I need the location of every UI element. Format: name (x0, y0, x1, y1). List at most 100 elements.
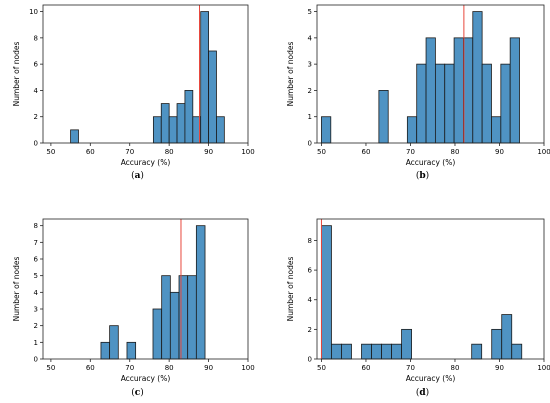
bar-a-5 (184, 90, 194, 144)
bar-b-12 (500, 63, 511, 144)
bar-c-1 (109, 325, 119, 360)
y-tick-label-a-5: 10 (29, 8, 38, 16)
panel-a: 50 60 70 80 90 100 0 2 4 6 8 10 Accuracy (%) Number o… (12, 4, 255, 181)
y-tick-label-b-5: 5 (308, 8, 312, 16)
x-tick-label-d-3: 80 (451, 364, 460, 372)
bar-b-4 (425, 37, 436, 144)
y-tick-label-d-4: 8 (308, 237, 312, 245)
x-tick-label-d-5: 100 (537, 364, 550, 372)
y-tick-label-c-0: 0 (34, 356, 38, 364)
x-tick-label-a-3: 80 (165, 148, 174, 156)
y-axis-label-c: Number of nodes (12, 257, 21, 322)
bar-d-7 (401, 328, 412, 360)
x-tick-label-c-5: 100 (241, 364, 254, 372)
bar-b-3 (416, 63, 427, 144)
bar-d-8 (471, 343, 483, 360)
y-tick-label-a-0: 0 (34, 140, 38, 148)
y-axis-label-a: Number of nodes (12, 42, 21, 107)
bar-a-8 (208, 50, 217, 144)
y-tick-label-c-8: 8 (34, 222, 38, 230)
bar-d-11 (511, 343, 523, 360)
x-tick-label-d-2: 70 (406, 364, 415, 372)
bar-d-3 (361, 343, 372, 360)
x-tick-label-c-2: 70 (125, 364, 134, 372)
x-tick-label-a-1: 60 (86, 148, 95, 156)
x-tick-label-a-0: 50 (46, 148, 55, 156)
bar-a-7 (200, 11, 209, 144)
bar-c-6 (178, 275, 189, 360)
panel-b: 50 60 70 80 90 100 0 1 2 3 4 5 Accuracy (%) Number of… (286, 4, 550, 181)
y-tick-label-c-2: 2 (34, 322, 38, 330)
caption-a: (a) (131, 170, 144, 181)
x-tick-label-c-0: 50 (46, 364, 55, 372)
y-tick-label-c-4: 4 (34, 289, 39, 297)
bar-c-8 (195, 225, 206, 360)
x-tick-label-c-4: 90 (204, 364, 213, 372)
bar-a-1 (152, 116, 162, 144)
x-tick-label-c-1: 60 (86, 364, 95, 372)
bar-b-10 (481, 63, 492, 144)
bar-b-7 (453, 37, 464, 144)
panel-c: 50 60 70 80 90 100 0 1 2 3 4 5 6 7 8 Accuracy (%) Number… (12, 218, 255, 398)
y-axis-label-b: Number of nodes (286, 42, 295, 107)
bar-c-5 (169, 291, 180, 360)
bar-d-1 (331, 343, 342, 360)
x-axis-label-c: Accuracy (%) (121, 374, 171, 383)
bar-d-10 (501, 314, 513, 360)
x-tick-label-b-3: 80 (451, 148, 460, 156)
x-tick-label-b-0: 50 (317, 148, 326, 156)
x-axis-label-d: Accuracy (%) (406, 374, 456, 383)
y-tick-label-d-0: 0 (308, 356, 312, 364)
bar-c-7 (187, 275, 197, 360)
y-tick-label-a-3: 6 (34, 61, 39, 69)
x-tick-label-a-4: 90 (204, 148, 213, 156)
x-tick-label-d-0: 50 (317, 364, 326, 372)
x-tick-label-b-2: 70 (406, 148, 415, 156)
bar-c-3 (152, 308, 163, 360)
x-tick-label-d-1: 60 (361, 364, 370, 372)
bar-b-2 (406, 116, 418, 144)
bar-a-3 (168, 116, 178, 144)
y-tick-label-c-3: 3 (34, 306, 38, 314)
y-tick-label-d-1: 2 (308, 326, 312, 334)
bar-b-0 (321, 116, 332, 144)
x-tick-label-b-5: 100 (537, 148, 550, 156)
y-tick-label-b-2: 2 (308, 87, 312, 95)
y-tick-label-b-1: 1 (308, 113, 312, 121)
y-tick-label-c-5: 5 (34, 272, 38, 280)
y-tick-label-a-4: 8 (34, 34, 38, 42)
bar-d-6 (391, 343, 402, 360)
x-axis-label-a: Accuracy (%) (121, 158, 171, 167)
plot-frame-c (42, 218, 249, 360)
y-tick-label-a-2: 4 (34, 87, 39, 95)
bar-b-1 (378, 90, 389, 144)
bar-b-8 (463, 37, 474, 144)
bar-a-9 (216, 116, 225, 144)
y-tick-label-b-4: 4 (308, 34, 313, 42)
bar-b-11 (491, 116, 502, 144)
bar-b-6 (444, 63, 455, 144)
y-tick-label-d-2: 4 (308, 296, 313, 304)
bar-d-5 (381, 343, 392, 360)
y-tick-label-a-1: 2 (34, 113, 38, 121)
panel-d: 50 60 70 80 90 100 0 2 4 6 8 Accuracy (%) Number of … (286, 218, 550, 398)
x-tick-label-c-3: 80 (165, 364, 174, 372)
bar-a-2 (160, 103, 170, 144)
plot-frame-d (316, 218, 545, 360)
y-tick-label-b-0: 0 (308, 140, 312, 148)
x-tick-label-b-4: 90 (495, 148, 504, 156)
bar-a-0 (70, 129, 79, 144)
x-tick-label-b-1: 60 (361, 148, 370, 156)
y-tick-label-c-7: 7 (34, 239, 38, 247)
y-tick-label-d-3: 6 (308, 267, 313, 275)
y-tick-label-c-1: 1 (34, 339, 38, 347)
bar-d-9 (491, 328, 503, 360)
x-tick-label-a-5: 100 (241, 148, 254, 156)
bar-c-2 (126, 341, 137, 360)
y-axis-label-d: Number of nodes (286, 257, 295, 322)
bar-a-4 (176, 103, 186, 144)
plot-frame-b (316, 4, 545, 144)
plot-frame-a (42, 4, 249, 144)
y-tick-label-c-6: 6 (34, 256, 39, 264)
